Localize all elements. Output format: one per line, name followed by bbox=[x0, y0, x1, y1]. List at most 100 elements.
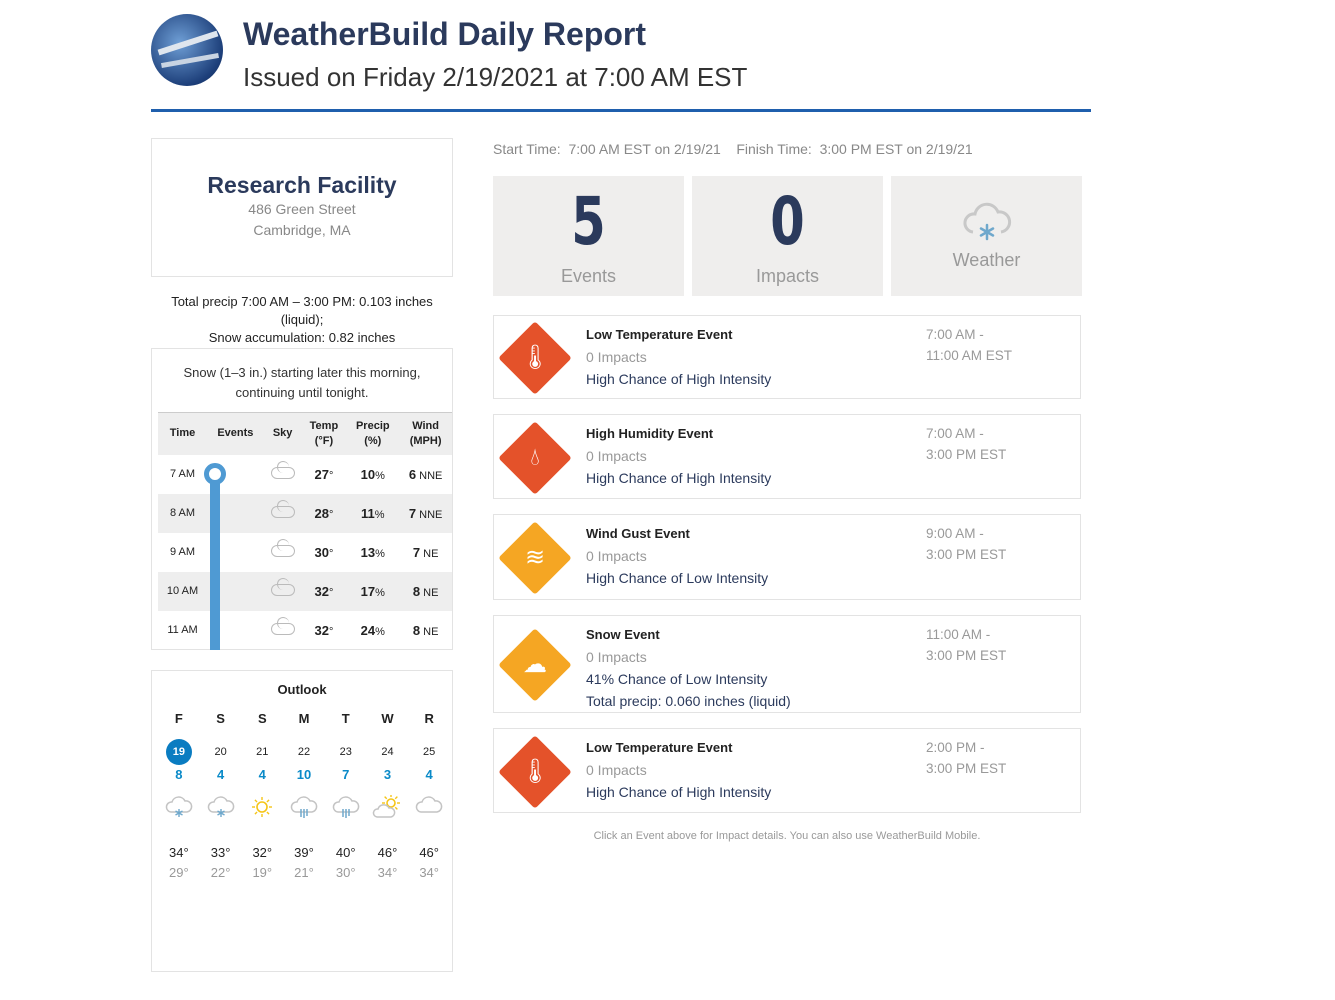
outlook-day[interactable]: S 21 4 32° 19° bbox=[241, 711, 283, 880]
partly-sunny-icon bbox=[367, 795, 409, 845]
outlook-day[interactable]: T 23 7 40° 30° bbox=[325, 711, 367, 880]
snow-cloud-icon bbox=[961, 202, 1013, 242]
snow-cloud-icon: ☁ bbox=[498, 628, 572, 702]
event-extra: Total precip: 0.060 inches (liquid) bbox=[586, 693, 791, 709]
location-name: Research Facility bbox=[207, 172, 397, 198]
day-of-week: R bbox=[424, 711, 434, 726]
hour-temp: 28° bbox=[301, 493, 347, 533]
hour-row: 11 AM 32° 24% 8 NE bbox=[158, 611, 452, 650]
impacts-label: Impacts bbox=[755, 266, 820, 286]
day-high: 46° bbox=[377, 845, 398, 860]
event-time: 2:00 PM -3:00 PM EST bbox=[926, 740, 1007, 776]
events-card[interactable]: 5 Events bbox=[493, 176, 684, 296]
outlook-day[interactable]: S 20 4 33° 22° bbox=[200, 711, 242, 880]
day-value: 4 bbox=[258, 767, 266, 782]
event-time: 7:00 AM -3:00 PM EST bbox=[926, 426, 1007, 462]
event-item[interactable]: 💧︎ High Humidity Event 0 Impacts High Ch… bbox=[493, 414, 1081, 499]
outlook-day[interactable]: M 22 10 39° 21° bbox=[283, 711, 325, 880]
day-of-week: S bbox=[257, 711, 267, 726]
location-card: Research Facility 486 Green Street Cambr… bbox=[151, 138, 453, 277]
event-impacts[interactable]: 0 Impacts bbox=[586, 649, 647, 665]
outlook-day[interactable]: W 24 3 46° 34° bbox=[367, 711, 409, 880]
cloud-icon bbox=[264, 533, 302, 572]
finish-label: Finish Time: bbox=[736, 141, 812, 157]
droplet-icon: 💧︎ bbox=[498, 420, 572, 495]
event-item[interactable]: 🌡︎ Low Temperature Event 0 Impacts High … bbox=[493, 728, 1081, 813]
day-date: 21 bbox=[256, 746, 269, 758]
day-low: 34° bbox=[419, 865, 439, 880]
event-impacts[interactable]: 0 Impacts bbox=[586, 762, 647, 778]
event-impacts[interactable]: 0 Impacts bbox=[586, 448, 647, 464]
hour-wind: 8 NE bbox=[399, 571, 452, 611]
precip-total: Total precip 7:00 AM – 3:00 PM: 0.103 in… bbox=[171, 294, 433, 327]
day-high: 33° bbox=[210, 845, 231, 860]
rain-cloud-icon bbox=[325, 795, 367, 845]
event-time: 11:00 AM -3:00 PM EST bbox=[926, 627, 1007, 663]
day-date: 20 bbox=[214, 746, 227, 758]
hour-time: 7 AM bbox=[169, 468, 196, 480]
hour-time: 9 AM bbox=[169, 546, 196, 558]
location-street: 486 Green Street bbox=[248, 201, 356, 217]
event-time: 7:00 AM -11:00 AM EST bbox=[926, 327, 1013, 363]
day-value: 10 bbox=[296, 767, 312, 782]
page-title: WeatherBuild Daily Report bbox=[243, 16, 647, 52]
forecast-summary: Snow (1–3 in.) starting later this morni… bbox=[183, 365, 421, 400]
event-timeline-start[interactable] bbox=[204, 463, 226, 485]
snow-accumulation: Snow accumulation: 0.82 inches bbox=[208, 330, 396, 345]
hour-row: 7 AM 27° 10% 6 NNE bbox=[158, 455, 452, 494]
day-high: 32° bbox=[252, 845, 273, 860]
day-value: 4 bbox=[216, 767, 225, 782]
logo bbox=[151, 14, 223, 86]
event-title: Snow Event bbox=[586, 627, 660, 642]
event-item[interactable]: ≋ Wind Gust Event 0 Impacts High Chance … bbox=[493, 514, 1081, 600]
weather-card[interactable]: Weather bbox=[891, 176, 1082, 296]
event-item[interactable]: ☁ Snow Event 0 Impacts 41% Chance of Low… bbox=[493, 615, 1081, 713]
event-chance: High Chance of Low Intensity bbox=[586, 570, 769, 586]
start-time: 7:00 AM EST on 2/19/21 bbox=[568, 141, 721, 157]
day-low: 34° bbox=[377, 865, 398, 880]
event-impacts[interactable]: 0 Impacts bbox=[586, 548, 647, 564]
hour-precip: 17% bbox=[346, 571, 400, 611]
hour-temp: 27° bbox=[314, 466, 334, 482]
hour-time: 11 AM bbox=[167, 624, 198, 636]
outlook-day[interactable]: R 25 4 46° 34° bbox=[408, 711, 450, 880]
day-low: 19° bbox=[252, 865, 273, 880]
day-value: 3 bbox=[383, 767, 392, 782]
day-date: 24 bbox=[381, 746, 394, 758]
hour-wind: 7 NE bbox=[412, 544, 439, 560]
hour-time: 10 AM bbox=[158, 571, 208, 611]
day-of-week: T bbox=[341, 711, 350, 726]
location-city: Cambridge, MA bbox=[253, 222, 351, 238]
thermometer-icon: 🌡︎ bbox=[498, 321, 572, 395]
day-date: 22 bbox=[297, 746, 311, 758]
col-precip: Precip (%) bbox=[346, 412, 400, 455]
hour-time: 8 AM bbox=[158, 493, 208, 533]
day-date: 19 bbox=[158, 739, 200, 767]
weather-label: Weather bbox=[952, 250, 1021, 270]
footer-note: Click an Event above for Impact details.… bbox=[593, 830, 981, 842]
col-time: Time bbox=[158, 412, 208, 455]
start-label: Start Time: bbox=[493, 141, 561, 157]
day-of-week: F bbox=[174, 711, 183, 726]
hour-precip: 10% bbox=[360, 466, 385, 482]
wind-icon: ≋ bbox=[498, 521, 572, 595]
day-high: 39° bbox=[294, 845, 314, 860]
event-item[interactable]: 🌡︎ Low Temperature Event 0 Impacts High … bbox=[493, 315, 1081, 399]
hour-row: 9 AM 30° 13% 7 NE bbox=[158, 533, 452, 572]
outlook-day[interactable]: F 19 8 34° 29° bbox=[158, 711, 200, 880]
hour-precip: 11% bbox=[346, 493, 400, 533]
event-title: Wind Gust Event bbox=[586, 526, 690, 541]
day-high: 46° bbox=[419, 845, 439, 860]
event-impacts[interactable]: 0 Impacts bbox=[586, 349, 647, 365]
day-date: 25 bbox=[423, 746, 436, 758]
events-count: 5 bbox=[571, 183, 606, 260]
finish-time: 3:00 PM EST on 2/19/21 bbox=[819, 141, 973, 157]
hour-wind: 7 NNE bbox=[399, 493, 452, 533]
impacts-count: 0 bbox=[770, 183, 805, 260]
event-title: Low Temperature Event bbox=[586, 327, 733, 342]
day-value: 7 bbox=[342, 767, 350, 782]
impacts-card[interactable]: 0 Impacts bbox=[692, 176, 883, 296]
day-low: 22° bbox=[210, 865, 231, 880]
cloud-icon bbox=[263, 571, 302, 611]
event-timeline-bar[interactable] bbox=[210, 464, 220, 650]
